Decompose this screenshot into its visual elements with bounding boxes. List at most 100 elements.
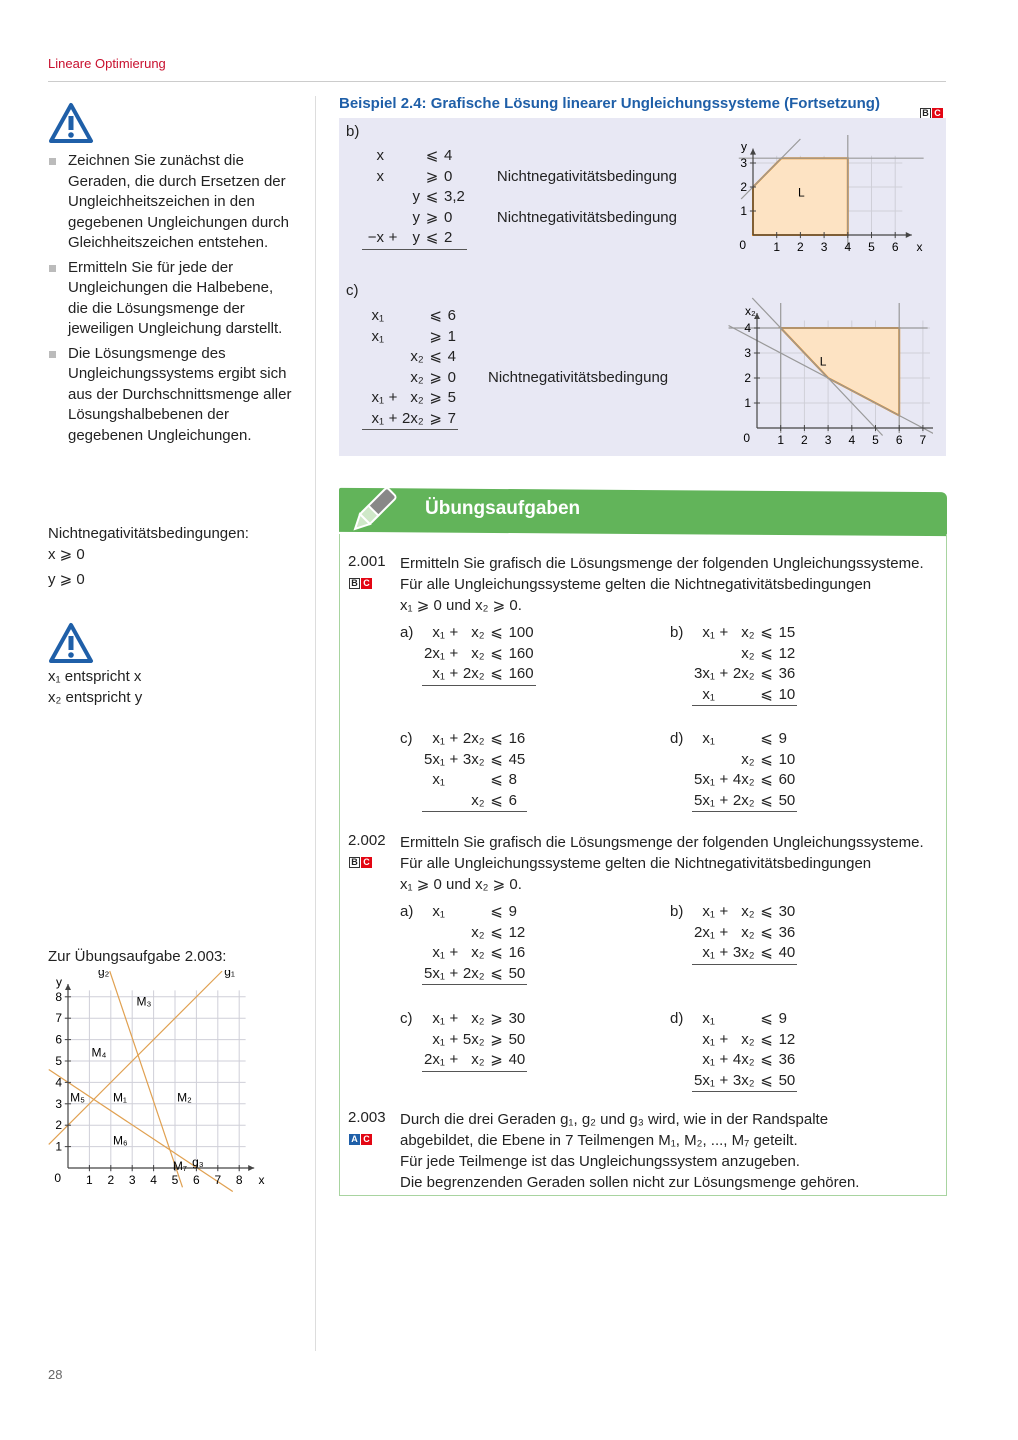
relation: ⩽: [760, 1010, 773, 1027]
x-tick-label: 3: [821, 240, 828, 254]
inequality-row: x₂ ⩽ 4: [362, 347, 670, 368]
operator: [717, 1009, 731, 1030]
example-c-system: x₁ ⩽ 6 x₁ ⩾ 1 x₂ ⩽ 4 x₂ ⩾ 0 Nichtnegativitätsbedingu…: [362, 306, 670, 430]
exercise-number: 2.002: [348, 832, 386, 849]
term-x1: x₁: [362, 408, 386, 430]
x-tick-label: 3: [825, 433, 832, 447]
term-x1: x₁: [702, 903, 715, 920]
term-x2: x₂: [741, 923, 755, 941]
inequality-system: x₁ + x₂ ⩽ 30 2x₁ + x₂ ⩽ 36 x₁ +3x₂ ⩽ 40: [692, 902, 798, 965]
inequality-system: x₁ + x₂ ⩽ 100 2x₁ + x₂ ⩽ 160 x₁ +2x₂ ⩽ 160: [422, 623, 536, 686]
part-label: d): [670, 730, 684, 747]
rhs: 9: [778, 1010, 787, 1027]
rhs: 12: [508, 923, 526, 941]
boundary-line: [48, 970, 223, 1145]
origin-label: 0: [54, 1171, 61, 1185]
x-axis-label: x: [258, 1173, 264, 1187]
system-b: x₁ + x₂ ⩽ 30 2x₁ + x₂ ⩽ 36 x₁ +3x₂ ⩽ 40: [692, 902, 798, 965]
rhs: 36: [778, 1051, 796, 1068]
inequality-row: x₂ ⩽ 12: [692, 644, 797, 665]
term-x2: x₂: [741, 644, 755, 662]
inequality-row: x₂ ⩽ 10: [692, 750, 797, 771]
region-label: M₆: [113, 1133, 128, 1147]
y-tick-label: 5: [55, 1054, 62, 1068]
relation: ⩽: [422, 228, 442, 250]
term-x2: x₂: [471, 923, 485, 941]
exercise-text: Durch die drei Geraden g₁, g₂ und g₃ wir…: [400, 1109, 859, 1193]
term-x1: x₁: [702, 1030, 715, 1048]
x-axis-arrow-icon: [248, 1165, 255, 1171]
nn-title: Nichtnegativitätsbedingungen:: [48, 525, 249, 542]
y-tick-label: 2: [55, 1118, 62, 1132]
operator: [717, 729, 731, 750]
term-x1: x₁: [371, 327, 384, 345]
system-a: x₁ ⩽ 9 x₂ ⩽ 12 x₁ + x₂ ⩽ 16 5x₁ +2x₂ ⩽ 50: [422, 902, 528, 985]
inequality-row: x ⩽ 4: [362, 146, 679, 167]
part-label: a): [400, 903, 414, 920]
part-label: c): [346, 282, 359, 299]
term-x2: 2x₂: [732, 791, 755, 809]
term-x1: 2x₁: [424, 644, 445, 662]
exercise-line: Durch die drei Geraden g₁, g₂ und g₃ wir…: [400, 1111, 829, 1128]
relation: ⩽: [490, 665, 503, 682]
y-axis-label: y: [56, 975, 62, 989]
inequality-system: x₁ ⩽ 9 x₁ + x₂ ⩽ 12 x₁ +4x₂ ⩽ 36 5x₁ +3x₂ ⩽ 50: [692, 1009, 798, 1092]
origin-label: 0: [743, 431, 750, 445]
y-tick-label: 1: [744, 396, 751, 410]
relation: ⩽: [760, 791, 773, 809]
inequality-row: x₁ + x₂ ⩽ 16: [422, 943, 527, 964]
y-tick-label: 6: [55, 1033, 62, 1047]
term-x2: y: [400, 228, 422, 250]
x-tick-label: 3: [129, 1173, 136, 1187]
region-label: L: [820, 355, 827, 369]
rhs: 160: [508, 644, 534, 662]
rhs: 9: [508, 903, 517, 920]
term-x2: [400, 327, 426, 348]
header-rule: [48, 81, 946, 82]
warning-triangle-icon: [49, 623, 93, 663]
part-label: d): [670, 1010, 684, 1027]
operator: +: [719, 665, 729, 682]
exercise-line: x₁ ⩾ 0 und x₂ ⩾ 0.: [400, 597, 522, 614]
y-axis-label: y: [741, 140, 747, 154]
term-x2: x₂: [471, 644, 485, 662]
x-tick-label: 6: [896, 433, 903, 447]
y-tick-label: 3: [740, 156, 747, 170]
rhs: 40: [508, 1051, 526, 1068]
tip-bullet: Die Lösungsmenge des Ungleichungssystems…: [48, 344, 293, 447]
mapping-line: x₂ entspricht y: [48, 688, 143, 706]
row-note: [467, 228, 679, 249]
term-x2: [400, 306, 426, 327]
relation: ⩽: [760, 624, 773, 641]
inequality-row: 2x₁ + x₂ ⩽ 36: [692, 923, 797, 944]
relation: ⩾: [429, 327, 442, 345]
x-tick-label: 2: [797, 240, 804, 254]
inequality-row: 3x₁ +2x₂ ⩽ 36: [692, 664, 797, 685]
x-tick-label: 2: [107, 1173, 114, 1187]
x-axis-label: x: [917, 240, 923, 254]
inequality-row: 2x₁ + x₂ ⩾ 40: [422, 1050, 527, 1071]
solution-region: [778, 327, 901, 418]
inequality-row: x₁ +4x₂ ⩽ 36: [692, 1050, 797, 1071]
example-b-system: x ⩽ 4 x ⩾ 0 Nichtnegativitätsbedingung y ⩽ 3,2 y ⩾ 0…: [362, 146, 679, 250]
rhs: 1: [447, 327, 457, 345]
term-x1: 3x₁: [694, 665, 715, 682]
x-tick-label: 2: [801, 433, 808, 447]
badge-c: C: [361, 578, 372, 589]
nonnegativity-note: Nichtnegativitätsbedingungen: x ⩾ 0 y ⩾ …: [48, 524, 249, 591]
exercise-line: Für alle Ungleichungssysteme gelten die …: [400, 576, 872, 593]
inequality-row: x₁ + x₂ ⩽ 30: [692, 902, 797, 923]
row-note: [458, 347, 670, 368]
badge-b: B: [349, 857, 360, 868]
inequality-row: x₂ ⩾ 0 Nichtnegativitätsbedingung: [362, 368, 670, 389]
rhs: 4: [444, 147, 453, 164]
term-x1: [362, 368, 386, 389]
system-c: x₁ + x₂ ⩾ 30 x₁ +5x₂ ⩾ 50 2x₁ + x₂ ⩾ 40: [422, 1009, 528, 1072]
boundary-line: [728, 324, 933, 435]
operator: +: [449, 730, 459, 747]
y-tick-label: 4: [744, 321, 751, 335]
region-label: M₅: [70, 1091, 85, 1105]
inequality-row: x₁ ⩾ 1: [362, 327, 670, 348]
y-tick-label: 2: [744, 371, 751, 385]
